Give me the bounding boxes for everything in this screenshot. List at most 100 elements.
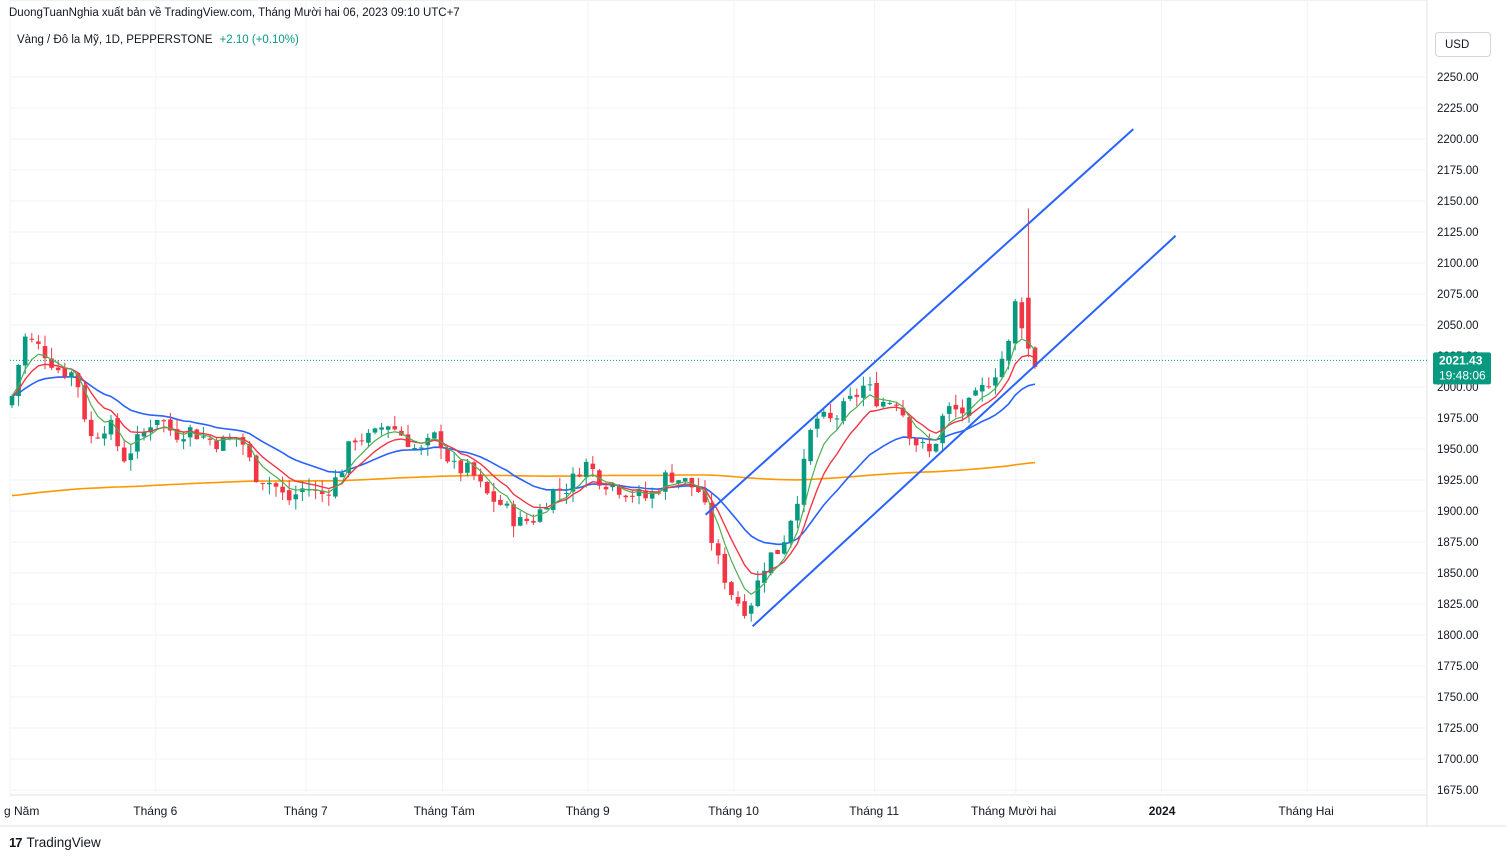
- candle-body[interactable]: [154, 419, 160, 426]
- candle-body[interactable]: [913, 438, 919, 446]
- candle-body[interactable]: [616, 485, 622, 495]
- candle-body[interactable]: [854, 394, 860, 397]
- candle-body[interactable]: [62, 367, 68, 377]
- candle-body[interactable]: [986, 386, 992, 388]
- candle-body[interactable]: [1026, 297, 1031, 349]
- candle-body[interactable]: [544, 507, 549, 510]
- candle-body[interactable]: [201, 436, 206, 438]
- candle-body[interactable]: [471, 462, 477, 476]
- candle-body[interactable]: [841, 401, 846, 421]
- candle-body[interactable]: [379, 427, 384, 430]
- candle-body[interactable]: [696, 486, 701, 492]
- candle-body[interactable]: [847, 395, 853, 399]
- candle-body[interactable]: [418, 447, 424, 449]
- candle-body[interactable]: [280, 486, 285, 493]
- candle-body[interactable]: [524, 518, 530, 522]
- candle-body[interactable]: [511, 504, 516, 527]
- candle-body[interactable]: [465, 462, 470, 473]
- candle-body[interactable]: [531, 520, 536, 523]
- candle-body[interactable]: [82, 385, 87, 420]
- candle-body[interactable]: [148, 427, 153, 433]
- plot-area[interactable]: [9, 128, 1427, 628]
- candle-body[interactable]: [999, 358, 1005, 378]
- candle-body[interactable]: [207, 438, 213, 440]
- candle-body[interactable]: [366, 432, 371, 443]
- candle-body[interactable]: [319, 490, 325, 494]
- candle-body[interactable]: [610, 484, 615, 488]
- candle-body[interactable]: [273, 483, 279, 487]
- candle-body[interactable]: [920, 442, 926, 444]
- candle-body[interactable]: [29, 338, 35, 340]
- candle-body[interactable]: [682, 478, 688, 482]
- candle-body[interactable]: [722, 553, 728, 583]
- candle-body[interactable]: [359, 440, 365, 442]
- candle-body[interactable]: [55, 367, 61, 371]
- candle-body[interactable]: [22, 336, 28, 366]
- candle-body[interactable]: [128, 453, 134, 461]
- candle-body[interactable]: [755, 580, 761, 607]
- candle-body[interactable]: [478, 474, 483, 482]
- candle-body[interactable]: [715, 543, 721, 556]
- candle-body[interactable]: [537, 509, 543, 522]
- candle-body[interactable]: [781, 542, 787, 554]
- candle-body[interactable]: [808, 429, 813, 462]
- candle-body[interactable]: [432, 432, 437, 439]
- candle-body[interactable]: [663, 472, 668, 492]
- candle-body[interactable]: [636, 489, 642, 497]
- candle-body[interactable]: [748, 605, 754, 614]
- candle-body[interactable]: [253, 455, 259, 483]
- candle-body[interactable]: [735, 596, 741, 604]
- candle-body[interactable]: [135, 434, 140, 452]
- candle-body[interactable]: [313, 489, 318, 491]
- candle-body[interactable]: [181, 439, 186, 442]
- candle-body[interactable]: [834, 418, 840, 420]
- candle-body[interactable]: [979, 384, 985, 392]
- candle-body[interactable]: [828, 412, 833, 419]
- candle-body[interactable]: [517, 517, 523, 526]
- candle-body[interactable]: [577, 474, 582, 477]
- candle-body[interactable]: [75, 373, 81, 388]
- candle-body[interactable]: [993, 377, 998, 386]
- candle-body[interactable]: [504, 503, 510, 506]
- candle-body[interactable]: [121, 447, 127, 462]
- channel-upper-line[interactable]: [704, 128, 1134, 516]
- candle-body[interactable]: [326, 494, 332, 496]
- candle-body[interactable]: [729, 582, 734, 595]
- candle-body[interactable]: [451, 460, 457, 462]
- candle-body[interactable]: [775, 549, 780, 555]
- candle-body[interactable]: [630, 495, 635, 497]
- candle-body[interactable]: [880, 401, 886, 407]
- candle-body[interactable]: [49, 358, 54, 368]
- candle-body[interactable]: [260, 483, 266, 485]
- candle-body[interactable]: [801, 458, 807, 505]
- candle-body[interactable]: [385, 426, 391, 430]
- candle-body[interactable]: [498, 499, 503, 505]
- candle-body[interactable]: [445, 449, 450, 462]
- symbol-name[interactable]: Vàng / Đô la Mỹ, 1D, PEPPERSTONE: [17, 34, 213, 46]
- candle-body[interactable]: [768, 552, 774, 574]
- candle-body[interactable]: [795, 503, 800, 521]
- candle-body[interactable]: [861, 385, 866, 398]
- candle-body[interactable]: [1006, 340, 1011, 361]
- candle-body[interactable]: [458, 460, 464, 474]
- candle-body[interactable]: [88, 419, 94, 437]
- candle-body[interactable]: [960, 407, 965, 414]
- candle-body[interactable]: [742, 601, 747, 616]
- candle-body[interactable]: [42, 346, 48, 359]
- candle-body[interactable]: [438, 431, 444, 449]
- candle-body[interactable]: [1019, 302, 1025, 329]
- candle-body[interactable]: [966, 397, 972, 416]
- candle-body[interactable]: [676, 480, 681, 484]
- symbol-legend[interactable]: Vàng / Đô la Mỹ, 1D, PEPPERSTONE +2.10 (…: [17, 34, 299, 46]
- candle-body[interactable]: [484, 482, 490, 494]
- candle-body[interactable]: [814, 418, 820, 429]
- candle-body[interactable]: [161, 420, 167, 422]
- candle-body[interactable]: [491, 491, 497, 502]
- candle-body[interactable]: [702, 490, 708, 503]
- candle-body[interactable]: [564, 492, 569, 494]
- candle-body[interactable]: [821, 411, 827, 417]
- candle-body[interactable]: [887, 402, 893, 404]
- candle-body[interactable]: [339, 473, 345, 478]
- candle-body[interactable]: [603, 486, 609, 490]
